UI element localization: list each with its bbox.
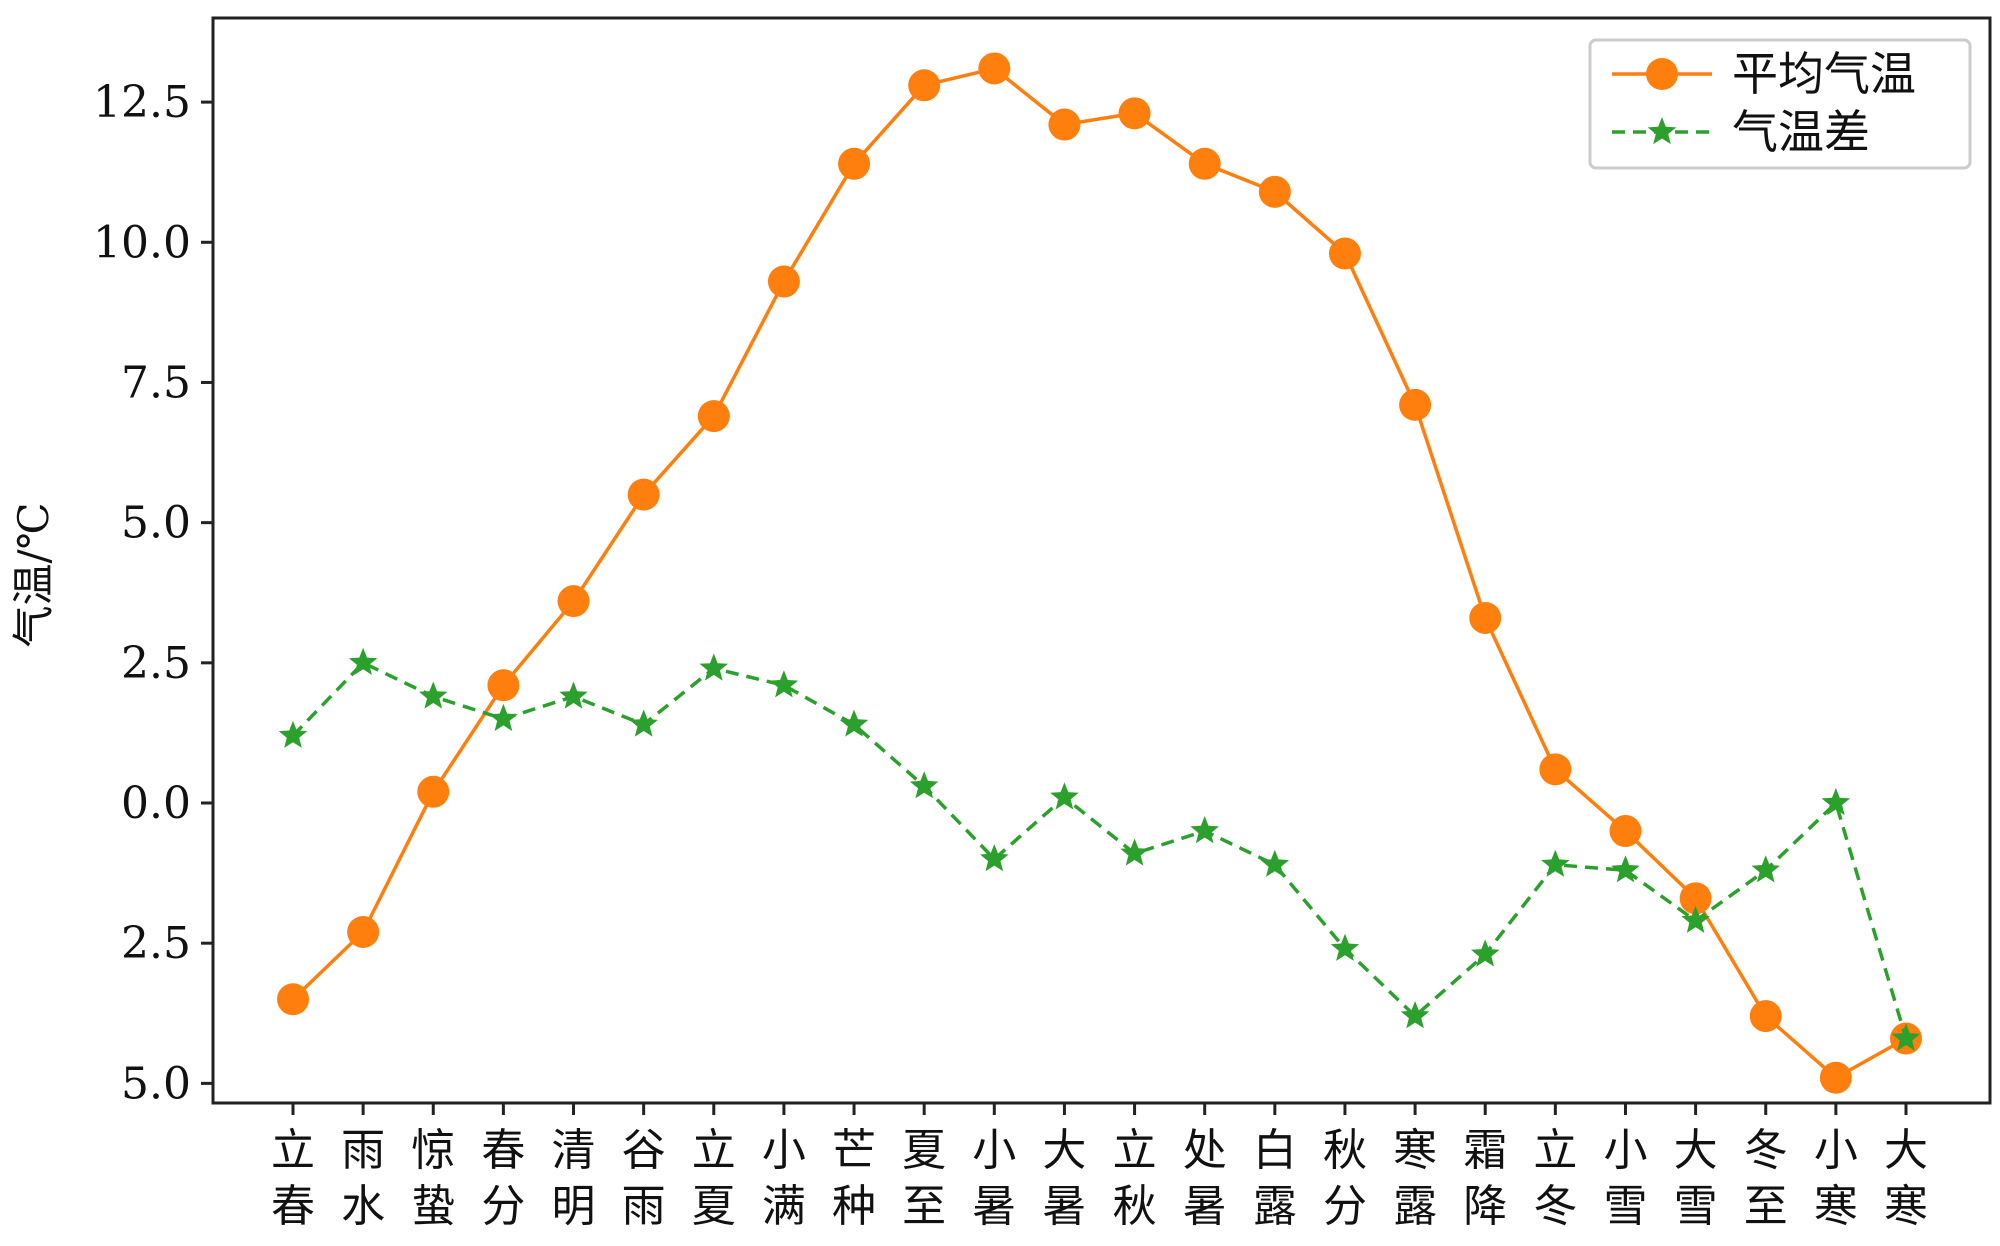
data-point	[1260, 849, 1290, 877]
data-point	[489, 703, 518, 731]
data-point	[1120, 838, 1149, 866]
x-tick-label: 清明	[552, 1125, 596, 1232]
x-tick-label: 夏至	[902, 1125, 946, 1232]
data-point	[1118, 97, 1151, 130]
data-point	[1819, 1061, 1852, 1094]
y-tick-label: 7.5	[121, 357, 191, 408]
data-point	[1330, 933, 1360, 961]
legend-label: 平均气温	[1732, 47, 1916, 101]
y-tick-label: 5.0	[121, 1058, 191, 1109]
data-point	[278, 720, 308, 748]
data-point	[1328, 237, 1361, 270]
series-2	[278, 647, 1921, 1051]
x-tick-label: 白露	[1253, 1125, 1297, 1232]
legend-box	[1588, 38, 1972, 170]
x-tick-label: 寒露	[1393, 1125, 1437, 1232]
x-tick-label: 大雪	[1674, 1125, 1718, 1232]
y-tick-label: 10.0	[93, 217, 191, 268]
data-point	[1539, 753, 1572, 786]
x-tick-label: 霜降	[1463, 1125, 1507, 1232]
legend-entry: 气温差	[1612, 105, 1870, 159]
data-point	[909, 771, 939, 799]
data-point	[980, 844, 1009, 872]
data-point	[908, 69, 941, 102]
x-tick-label: 春分	[481, 1125, 525, 1232]
data-point	[348, 647, 378, 675]
series-line	[291, 66, 1907, 1080]
data-point	[767, 265, 800, 298]
data-point	[629, 709, 658, 737]
data-point	[557, 585, 590, 618]
x-tick-label: 冬至	[1744, 1125, 1788, 1232]
data-point	[419, 681, 448, 709]
x-tick-label: 小寒	[1814, 1125, 1858, 1232]
y-tick-label: 2.5	[121, 918, 191, 969]
series-line	[291, 660, 1908, 1039]
data-point	[1469, 601, 1502, 634]
legend-entry: 平均气温	[1612, 47, 1916, 101]
x-tick-label: 芒种	[832, 1125, 876, 1232]
data-point	[1400, 1001, 1430, 1029]
x-axis: 立春雨水惊蛰春分清明谷雨立夏小满芒种夏至小暑大暑立秋处暑白露秋分寒露霜降立冬小雪…	[271, 1103, 1928, 1232]
legend-marker	[1647, 117, 1677, 145]
data-point	[627, 478, 660, 511]
y-tick-label: 5.0	[121, 498, 191, 549]
data-point	[839, 709, 869, 737]
data-point	[1681, 905, 1710, 933]
data-point	[1679, 882, 1712, 915]
x-tick-label: 大暑	[1042, 1125, 1086, 1232]
x-tick-label: 谷雨	[622, 1125, 666, 1232]
x-tick-label: 小满	[762, 1125, 806, 1232]
y-tick-label: 0.0	[121, 778, 191, 829]
data-point	[1048, 108, 1081, 141]
y-tick-label: 2.5	[121, 638, 191, 689]
x-tick-label: 小雪	[1603, 1125, 1647, 1232]
data-point	[1749, 1000, 1782, 1033]
x-tick-label: 立春	[271, 1125, 315, 1232]
x-tick-label: 大寒	[1884, 1125, 1928, 1232]
data-point	[487, 669, 520, 702]
data-point	[838, 147, 871, 180]
series-1	[277, 52, 1922, 1094]
data-point	[1190, 816, 1219, 844]
data-point	[1471, 939, 1500, 967]
data-point	[697, 400, 730, 433]
data-point	[1609, 815, 1642, 848]
data-point	[978, 52, 1011, 85]
x-tick-label: 雨水	[341, 1125, 385, 1232]
x-tick-label: 立秋	[1113, 1125, 1157, 1232]
data-point	[769, 670, 799, 698]
x-tick-label: 立冬	[1533, 1125, 1577, 1232]
data-point	[1821, 788, 1851, 816]
data-point	[1751, 855, 1780, 883]
data-point	[417, 775, 450, 808]
legend-label: 气温差	[1732, 105, 1870, 159]
data-point	[1541, 849, 1570, 877]
data-point	[347, 915, 380, 948]
data-point	[277, 983, 309, 1016]
data-point	[1611, 855, 1640, 883]
x-tick-label: 小暑	[972, 1125, 1016, 1232]
plot-frame	[211, 16, 1992, 1105]
y-axis: 5.0 2.5 0.0 2.5 5.0 7.5 10.0 12.5	[93, 77, 213, 1109]
data-point	[559, 681, 588, 709]
y-axis-label: 气温/℃	[9, 502, 58, 647]
data-point	[1050, 782, 1079, 810]
data-point	[1891, 1023, 1921, 1051]
legend-marker	[1646, 58, 1678, 90]
data-point	[1399, 388, 1432, 421]
plot-layer	[277, 52, 1922, 1094]
data-point	[1258, 175, 1291, 208]
x-tick-label: 处暑	[1183, 1125, 1227, 1232]
x-tick-label: 立夏	[692, 1125, 736, 1232]
x-tick-label: 惊蛰	[411, 1125, 455, 1232]
x-tick-label: 秋分	[1323, 1125, 1367, 1232]
data-point	[1188, 147, 1221, 180]
y-tick-label: 12.5	[93, 77, 191, 128]
data-point	[699, 653, 728, 681]
